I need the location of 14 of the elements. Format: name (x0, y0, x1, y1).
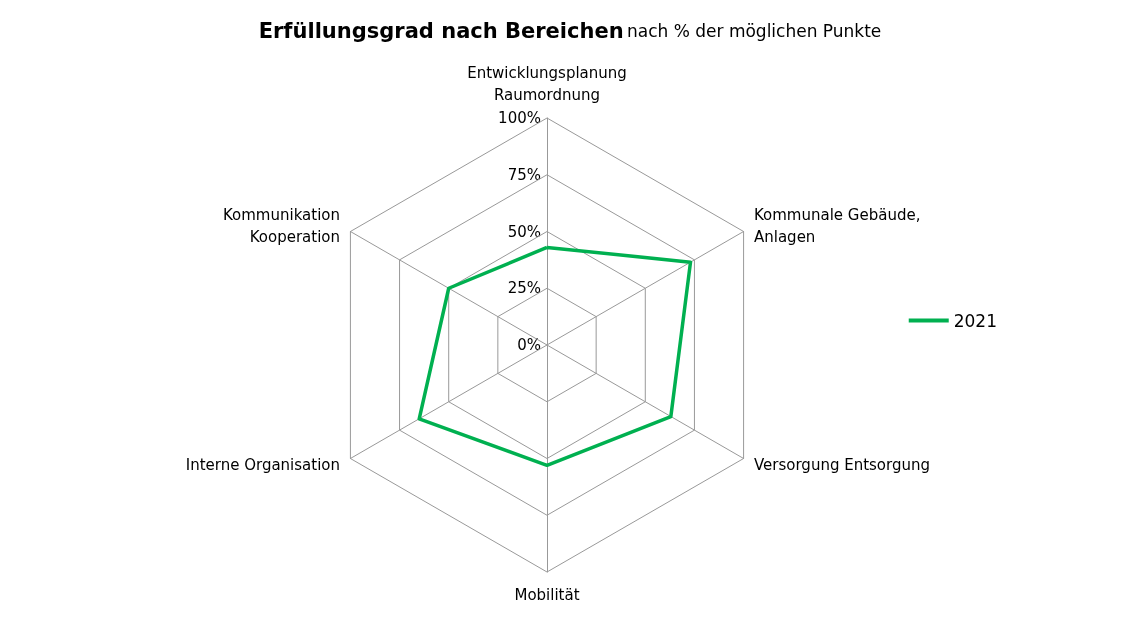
y-tick-label: 50% (507, 222, 541, 241)
chart-title: Erfüllungsgrad nach Bereichen (258, 18, 624, 43)
spoke-label: Versorgung Entsorgung (753, 455, 931, 474)
spoke-label: Interne Organisation (185, 455, 341, 474)
spoke-label: Entwicklungsplanung Raumordnung (467, 64, 627, 104)
y-tick-label: 75% (507, 165, 541, 184)
spoke-label: Kommunale Gebäude, Anlagen (753, 205, 921, 246)
y-tick-label: 0% (517, 336, 541, 354)
spoke-label: Kommunikation Kooperation (222, 205, 341, 246)
y-tick-label: 25% (507, 279, 541, 298)
chart-subtitle: nach % der möglichen Punkte (626, 20, 882, 41)
y-tick-label: 100% (498, 109, 541, 127)
spoke-label: Mobilität (514, 586, 580, 604)
legend-label: 2021 (953, 310, 997, 331)
